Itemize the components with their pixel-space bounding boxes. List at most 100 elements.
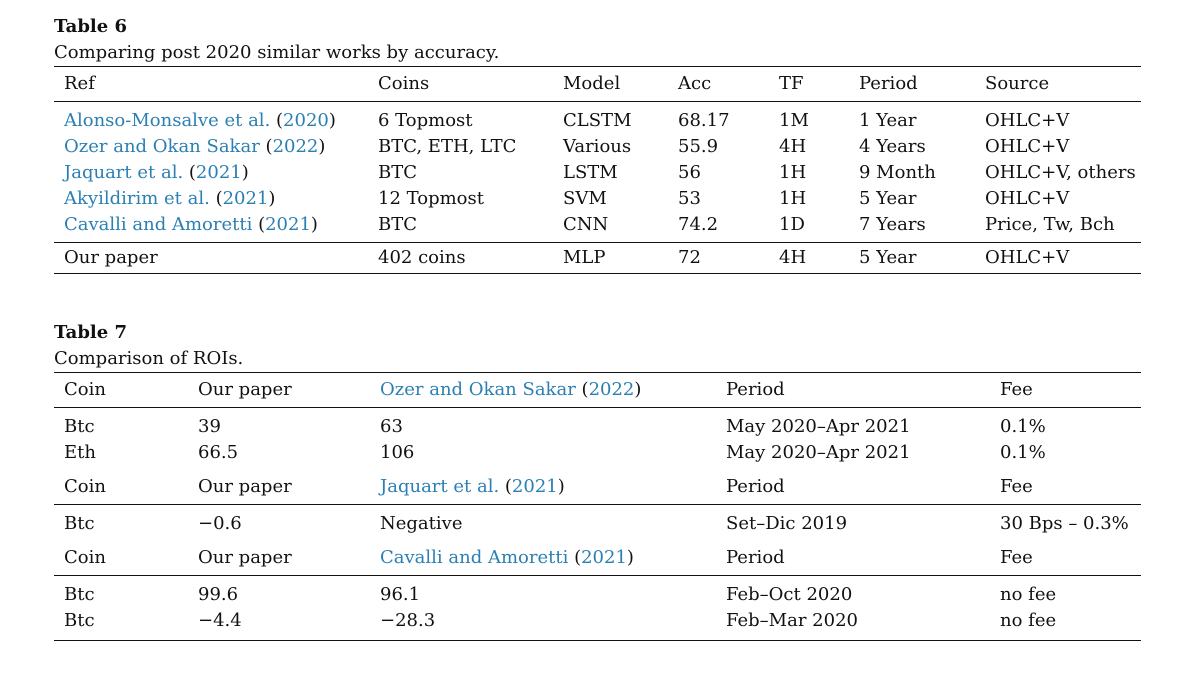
group-header-rule xyxy=(54,504,1141,505)
cell-acc: 74.2 xyxy=(678,214,719,235)
citation-authors[interactable]: Alonso-Monsalve et al. xyxy=(64,110,271,131)
citation-authors[interactable]: Ozer and Okan Sakar xyxy=(380,379,576,400)
cell-period: 5 Year xyxy=(859,188,917,209)
cell-source: OHLC+V xyxy=(985,188,1070,209)
table-7-caption: Comparison of ROIs. xyxy=(54,348,244,369)
citation-year[interactable]: 2021 xyxy=(265,214,311,235)
header-model: Model xyxy=(563,73,621,94)
cell-model: MLP xyxy=(563,247,606,268)
citation-year[interactable]: 2022 xyxy=(588,379,635,400)
cell-our-paper: −0.6 xyxy=(198,513,242,534)
table-row: Btc 39 63 May 2020–Apr 2021 0.1% xyxy=(54,414,1141,440)
table-7-body: Coin Our paper Ozer and Okan Sakar (2022) P… xyxy=(54,373,1141,640)
group-header-row: Coin Our paper Ozer and Okan Sakar (2022) P… xyxy=(54,373,1141,407)
cell-fee: 0.1% xyxy=(1000,442,1046,463)
citation-year[interactable]: 2021 xyxy=(195,162,242,183)
table-row: Btc 99.6 96.1 Feb–Oct 2020 no fee xyxy=(54,582,1141,608)
cell-our-paper: 66.5 xyxy=(198,442,239,463)
group-header-rule xyxy=(54,575,1141,576)
cell-our-paper: −4.4 xyxy=(198,610,242,631)
cell-period: Set–Dic 2019 xyxy=(726,513,848,534)
cell-fee: 30 Bps – 0.3% xyxy=(1000,513,1129,534)
cell-tf: 1M xyxy=(779,110,809,131)
citation-year[interactable]: 2021 xyxy=(511,476,558,497)
header-fee: Fee xyxy=(1000,476,1033,497)
cell-source: OHLC+V xyxy=(985,247,1070,268)
header-acc: Acc xyxy=(678,73,712,94)
citation-authors[interactable]: Cavalli and Amoretti xyxy=(64,214,253,235)
cell-coins: BTC, ETH, LTC xyxy=(378,136,517,157)
table-row: Btc −4.4 −28.3 Feb–Mar 2020 no fee xyxy=(54,608,1141,634)
header-period: Period xyxy=(726,547,785,568)
table-7-top-rule xyxy=(54,372,1141,373)
table-6: Table 6 Comparing post 2020 similar work… xyxy=(54,14,1141,274)
citation-year[interactable]: 2022 xyxy=(272,136,319,157)
cell-period: May 2020–Apr 2021 xyxy=(726,442,911,463)
cell-ref: Ozer and Okan Sakar (2022) xyxy=(64,136,326,157)
cell-coins: 6 Topmost xyxy=(378,110,473,131)
table-row: Ozer and Okan Sakar (2022) BTC, ETH, LTC V… xyxy=(54,134,1141,160)
table-6-top-rule xyxy=(54,66,1141,67)
table-6-header-rule xyxy=(54,101,1141,102)
cell-ref: Jaquart et al. (2021) xyxy=(64,162,249,183)
cell-source: OHLC+V, others xyxy=(985,162,1136,183)
table-row: Cavalli and Amoretti (2021) BTC CNN 74.2 1D 7… xyxy=(54,212,1141,238)
cell-fee: 0.1% xyxy=(1000,416,1046,437)
cell-model: LSTM xyxy=(563,162,618,183)
cell-coins: BTC xyxy=(378,214,418,235)
table-7-bottom-rule xyxy=(54,640,1141,641)
citation-year[interactable]: 2020 xyxy=(283,110,329,131)
header-our-paper: Our paper xyxy=(198,476,292,497)
table-row: Alonso-Monsalve et al. (2020) 6 Topmost CL… xyxy=(54,108,1141,134)
header-coin: Coin xyxy=(64,379,106,400)
header-ref: Ref xyxy=(64,73,95,94)
cell-period: 4 Years xyxy=(859,136,926,157)
cell-model: CNN xyxy=(563,214,609,235)
table-row: Akyildirim et al. (2021) 12 Topmost SVM 53 1… xyxy=(54,186,1141,212)
table-6-label: Table 6 xyxy=(54,16,128,37)
cell-our-paper: 39 xyxy=(198,416,221,437)
cell-acc: 55.9 xyxy=(678,136,719,157)
table-7: Table 7 Comparison of ROIs. Coin Our pape… xyxy=(54,320,1141,641)
cell-acc: 56 xyxy=(678,162,701,183)
table-row: Jaquart et al. (2021) BTC LSTM 56 1H 9 Month O… xyxy=(54,160,1141,186)
cell-reference: Negative xyxy=(380,513,463,534)
citation-year[interactable]: 2021 xyxy=(222,188,269,209)
cell-acc: 53 xyxy=(678,188,701,209)
table-6-bottom-rule xyxy=(54,273,1141,274)
cell-coins: 12 Topmost xyxy=(378,188,484,209)
citation-authors[interactable]: Jaquart et al. xyxy=(380,476,500,497)
cell-period: 9 Month xyxy=(859,162,936,183)
cell-model: CLSTM xyxy=(563,110,632,131)
cell-period: 7 Years xyxy=(859,214,926,235)
cell-ref: Our paper xyxy=(64,247,158,268)
header-reference: Cavalli and Amoretti (2021) xyxy=(380,547,634,568)
table-6-header-row: Ref Coins Model Acc TF Period Source xyxy=(54,67,1141,101)
cell-coin: Btc xyxy=(64,513,95,534)
header-period: Period xyxy=(726,476,785,497)
citation-authors[interactable]: Jaquart et al. xyxy=(64,162,184,183)
cell-coin: Eth xyxy=(64,442,96,463)
table-6-ours-rule xyxy=(54,242,1141,243)
cell-tf: 1D xyxy=(779,214,805,235)
cell-coins: 402 coins xyxy=(378,247,466,268)
header-coin: Coin xyxy=(64,547,106,568)
cell-period: Feb–Mar 2020 xyxy=(726,610,858,631)
table-row: Eth 66.5 106 May 2020–Apr 2021 0.1% xyxy=(54,440,1141,466)
citation-year[interactable]: 2021 xyxy=(581,547,627,568)
header-fee: Fee xyxy=(1000,547,1033,568)
cell-model: Various xyxy=(563,136,632,157)
cell-source: OHLC+V xyxy=(985,136,1070,157)
citation-authors[interactable]: Ozer and Okan Sakar xyxy=(64,136,260,157)
header-reference: Ozer and Okan Sakar (2022) xyxy=(380,379,642,400)
table-6-body: Alonso-Monsalve et al. (2020) 6 Topmost CL… xyxy=(54,108,1141,238)
cell-coins: BTC xyxy=(378,162,418,183)
cell-coin: Btc xyxy=(64,584,95,605)
table-7-label: Table 7 xyxy=(54,322,128,343)
header-coin: Coin xyxy=(64,476,106,497)
citation-authors[interactable]: Akyildirim et al. xyxy=(64,188,210,209)
cell-period: 5 Year xyxy=(859,247,917,268)
cell-reference: 106 xyxy=(380,442,415,463)
cell-reference: 96.1 xyxy=(380,584,421,605)
citation-authors[interactable]: Cavalli and Amoretti xyxy=(380,547,569,568)
